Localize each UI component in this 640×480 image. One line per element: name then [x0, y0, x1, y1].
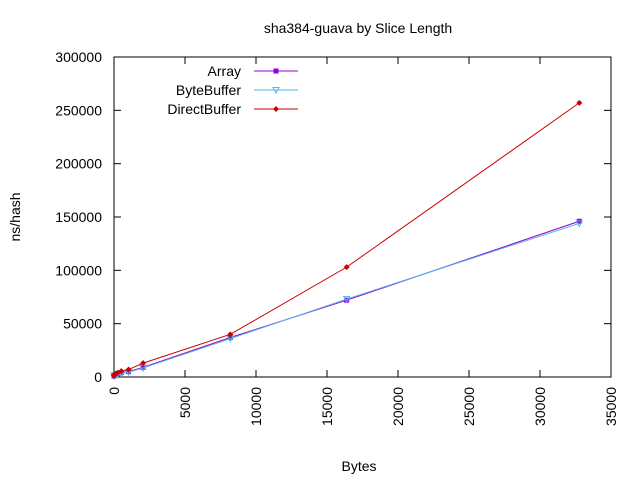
y-axis-label: ns/hash [7, 192, 23, 241]
legend-item-array: Array [208, 63, 298, 79]
y-tick-label: 50000 [63, 316, 102, 332]
x-tick-label: 20000 [390, 387, 406, 426]
x-ticks: 0 5000 10000 15000 20000 25000 30000 35000 [106, 57, 619, 426]
y-tick-label: 250000 [55, 102, 102, 118]
y-tick-label: 100000 [55, 262, 102, 278]
legend-item-bytebuffer: ByteBuffer [176, 82, 298, 98]
series-layer [110, 99, 584, 380]
data-point-directbuffer [125, 366, 132, 373]
x-tick-label: 10000 [248, 387, 264, 426]
data-point-array [227, 335, 233, 341]
x-tick-label: 35000 [603, 387, 619, 426]
data-point-directbuffer [140, 360, 147, 367]
x-axis-label: Bytes [341, 458, 376, 474]
legend-marker-array [273, 68, 279, 74]
legend-marker-bytebuffer [272, 87, 280, 95]
data-point-directbuffer [118, 368, 125, 375]
y-ticks: 0 50000 100000 150000 200000 250000 300000 [55, 49, 611, 385]
y-tick-label: 0 [94, 369, 102, 385]
legend-label-array: Array [208, 63, 241, 79]
legend-marker-directbuffer [273, 106, 279, 112]
legend-label-directbuffer: DirectBuffer [167, 101, 241, 117]
x-tick-label: 30000 [532, 387, 548, 426]
data-point-directbuffer [576, 99, 583, 106]
x-tick-label: 5000 [177, 387, 193, 418]
chart-title: sha384-guava by Slice Length [264, 20, 452, 36]
y-tick-label: 200000 [55, 156, 102, 172]
series-line-directbuffer [113, 102, 580, 376]
x-tick-label: 0 [106, 387, 122, 395]
data-point-array [344, 297, 350, 303]
data-point-directbuffer [227, 331, 234, 338]
x-tick-label: 25000 [461, 387, 477, 426]
legend: Array ByteBuffer DirectBuffer [167, 63, 298, 117]
legend-label-bytebuffer: ByteBuffer [176, 82, 241, 98]
data-point-bytebuffer [575, 220, 584, 228]
y-tick-label: 150000 [55, 209, 102, 225]
legend-item-directbuffer: DirectBuffer [167, 101, 298, 117]
x-tick-label: 15000 [319, 387, 335, 426]
series-directbuffer [111, 99, 583, 379]
data-point-directbuffer [343, 264, 350, 271]
y-tick-label: 300000 [55, 49, 102, 65]
data-point-array [140, 364, 146, 370]
data-point-bytebuffer [342, 296, 351, 304]
